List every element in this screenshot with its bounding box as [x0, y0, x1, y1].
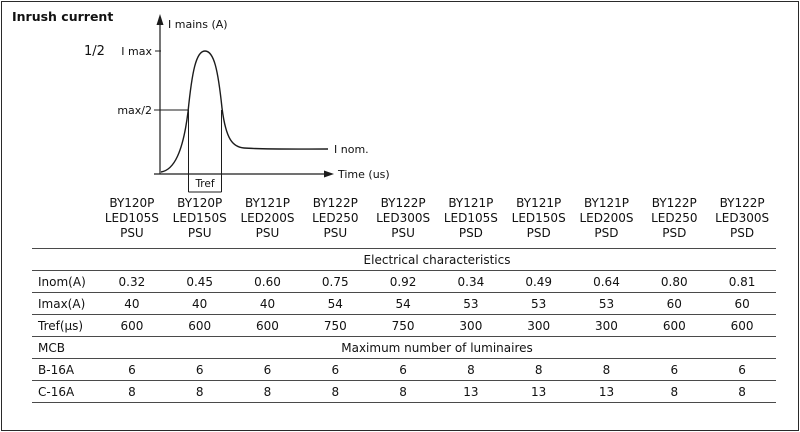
value-cell: 0.92 [389, 274, 417, 289]
value-cell: 600 [256, 318, 279, 333]
section-title-row: Electrical characteristics [32, 248, 776, 271]
value-cell: 750 [391, 318, 415, 333]
table-row: Tref(µs) 600 600 600 750 750 300 300 300 600 600 [32, 314, 776, 337]
value-cell: 6 [670, 362, 679, 377]
row-label: B-16A [38, 362, 75, 377]
table-header-row: BY120P LED105S PSU BY120P LED150S PSU BY12… [32, 194, 776, 249]
value-cell: 40 [124, 296, 140, 311]
value-cell: 8 [195, 384, 204, 399]
value-cell: 54 [395, 296, 411, 311]
value-cell: 300 [459, 318, 483, 333]
value-cell: 6 [128, 362, 136, 377]
value-cell: 600 [188, 318, 212, 333]
figure-title: Inrush current [12, 9, 114, 24]
value-cell: 0.80 [660, 274, 688, 289]
value-cell: 300 [595, 318, 618, 333]
section-title: Maximum number of luminaires [341, 340, 533, 355]
tref-label: Tref [194, 178, 214, 190]
value-cell: 750 [323, 318, 347, 333]
column-header: BY122P LED250 PSD [651, 196, 698, 240]
row-label: Inom(A) [38, 274, 86, 289]
value-cell: 8 [602, 362, 611, 377]
value-cell: 8 [399, 384, 407, 399]
value-cell: 0.75 [321, 274, 349, 289]
table-row: Imax(A) 40 40 40 54 54 53 53 53 60 60 [32, 292, 776, 315]
value-cell: 0.49 [525, 274, 553, 289]
row-label: Imax(A) [38, 296, 86, 311]
value-cell: 600 [120, 318, 144, 333]
value-cell: 60 [666, 296, 682, 311]
section-row-label: MCB [38, 340, 65, 355]
value-cell: 6 [738, 362, 746, 377]
column-header: BY122P LED250 PSU [312, 196, 359, 240]
value-cell: 53 [531, 296, 547, 311]
value-cell: 0.32 [118, 274, 146, 289]
value-cell: 60 [734, 296, 750, 311]
inom-label: I nom. [334, 143, 369, 156]
column-header: BY121P LED200S PSD [579, 196, 634, 240]
characteristics-table: BY120P LED105S PSU BY120P LED150S PSU BY12… [32, 194, 776, 403]
value-cell: 8 [263, 384, 272, 399]
imax-label: I max [121, 45, 152, 58]
column-header: BY120P LED150S PSU [172, 196, 227, 240]
table-row: B-16A 6 6 6 6 6 8 8 8 6 6 [32, 358, 776, 381]
column-header: BY120P LED105S PSU [104, 196, 159, 240]
value-cell: 0.81 [728, 274, 756, 289]
row-label: C-16A [38, 384, 75, 399]
y-axis-arrow-icon [156, 14, 164, 25]
value-cell: 8 [467, 362, 475, 377]
value-cell: 54 [327, 296, 343, 311]
value-cell: 40 [259, 296, 276, 311]
column-header: BY122P LED300S PSU [376, 196, 431, 240]
value-cell: 13 [463, 384, 479, 399]
value-cell: 40 [192, 296, 208, 311]
value-cell: 13 [531, 384, 547, 399]
value-cell: 8 [331, 384, 340, 399]
value-cell: 600 [662, 318, 686, 333]
section-title-row: MCB Maximum number of luminaires [32, 336, 776, 359]
value-cell: 0.60 [254, 274, 281, 289]
value-cell: 0.64 [593, 274, 620, 289]
value-cell: 0.45 [186, 274, 214, 289]
table-row: Inom(A) 0.32 0.45 0.60 0.75 0.92 0.34 0.49 0.64 0… [32, 270, 776, 293]
value-cell: 0.34 [457, 274, 485, 289]
inrush-curve [160, 50, 329, 173]
value-cell: 600 [730, 318, 754, 333]
value-cell: 53 [598, 296, 615, 311]
table-row: C-16A 8 8 8 8 8 13 13 13 8 8 [32, 380, 776, 403]
value-cell: 6 [331, 362, 340, 377]
column-header: BY121P LED200S PSU [240, 196, 295, 240]
x-axis-label: Time (us) [337, 168, 390, 181]
value-cell: 300 [527, 318, 551, 333]
x-axis-arrow-icon [324, 170, 334, 178]
corner-cell [32, 194, 98, 249]
value-cell: 13 [598, 384, 615, 399]
value-cell: 6 [263, 362, 272, 377]
value-cell: 6 [195, 362, 204, 377]
half-max-label: max/2 [117, 104, 152, 117]
y-axis-label: I mains (A) [168, 18, 228, 31]
value-cell: 53 [463, 296, 479, 311]
value-cell: 8 [128, 384, 136, 399]
value-cell: 6 [399, 362, 407, 377]
column-header: BY122P LED300S PSD [715, 196, 770, 240]
fraction-label: 1/2 [84, 44, 105, 59]
row-label: Tref(µs) [38, 318, 84, 333]
section-title: Electrical characteristics [363, 252, 511, 267]
value-cell: 8 [738, 384, 746, 399]
value-cell: 8 [670, 384, 679, 399]
column-header: BY121P LED105S PSD [443, 196, 498, 240]
inrush-current-diagram: I mains (A) Time (us) I max max/2 I nom.… [117, 14, 390, 193]
section-row-label [32, 249, 98, 271]
column-header: BY121P LED150S PSD [511, 196, 566, 240]
value-cell: 8 [534, 362, 543, 377]
